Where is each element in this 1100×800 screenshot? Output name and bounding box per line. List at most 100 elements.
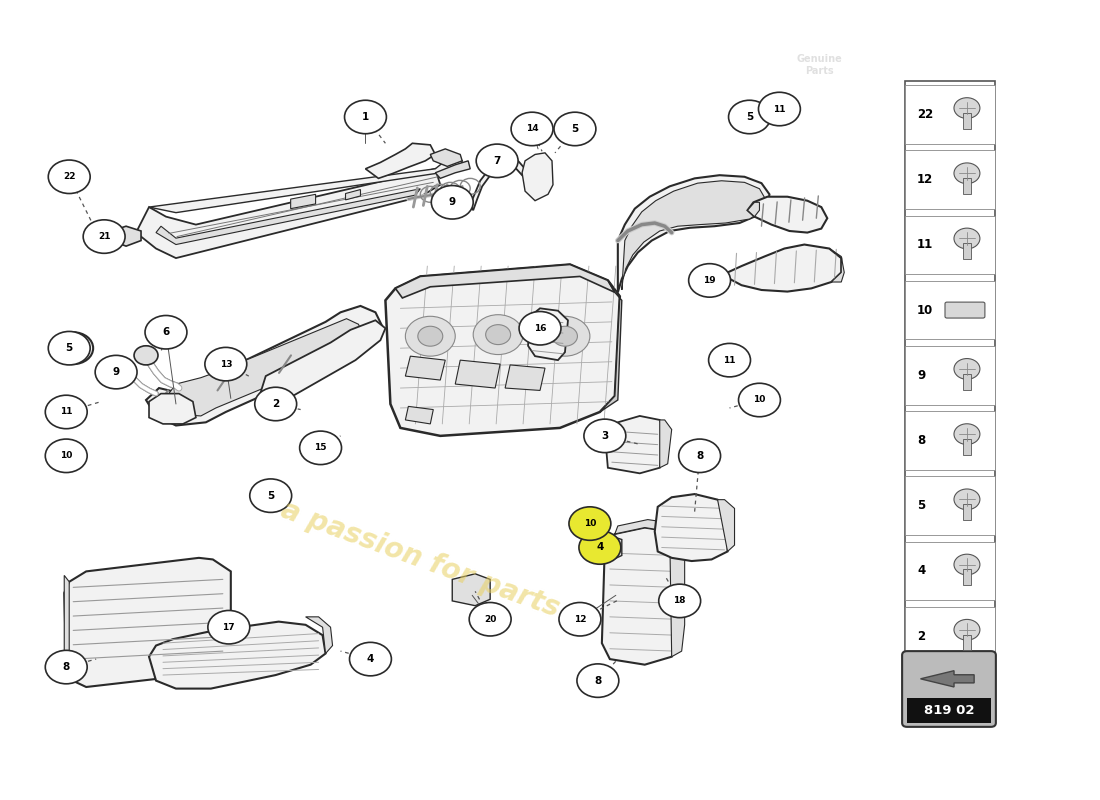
Text: 16: 16 [534,324,547,333]
Text: 9: 9 [449,198,455,207]
Circle shape [954,554,980,575]
Polygon shape [829,249,845,282]
Polygon shape [455,360,500,388]
Polygon shape [111,226,141,246]
Polygon shape [64,558,231,687]
Polygon shape [670,531,684,657]
Circle shape [470,602,512,636]
Polygon shape [600,281,621,412]
Circle shape [552,326,578,346]
Text: 5: 5 [267,490,274,501]
Text: 7: 7 [494,156,501,166]
Text: 5: 5 [66,343,73,353]
Bar [962,504,971,520]
Circle shape [418,326,443,346]
Polygon shape [621,181,766,290]
Circle shape [45,395,87,429]
Circle shape [954,424,980,445]
Text: 5: 5 [917,499,925,512]
Circle shape [134,346,158,365]
Polygon shape [605,416,664,474]
Circle shape [48,160,90,194]
Circle shape [954,163,980,184]
Text: Genuine
Parts: Genuine Parts [796,54,843,76]
Polygon shape [306,617,332,654]
Polygon shape [148,622,326,689]
Circle shape [473,314,524,354]
Text: 10: 10 [917,303,933,317]
Text: 5: 5 [571,124,579,134]
Polygon shape [146,306,383,426]
Text: 8: 8 [63,662,69,672]
Text: 9: 9 [112,367,120,377]
Text: 819 02: 819 02 [924,704,975,717]
Bar [905,281,994,339]
Polygon shape [727,245,842,291]
Bar [962,439,971,455]
Text: 10: 10 [60,451,73,460]
Text: 3: 3 [602,431,608,441]
Polygon shape [430,149,462,166]
Text: 8: 8 [696,451,703,461]
Circle shape [476,144,518,178]
Circle shape [738,383,780,417]
Polygon shape [385,265,619,436]
Bar [962,374,971,390]
Polygon shape [748,202,759,217]
Text: 11: 11 [773,105,785,114]
Circle shape [659,584,701,618]
Polygon shape [406,356,446,380]
Polygon shape [161,318,363,416]
Bar [908,698,991,723]
Polygon shape [436,161,470,178]
Circle shape [954,98,980,118]
Polygon shape [618,175,769,292]
Text: 10: 10 [754,395,766,405]
Circle shape [954,228,980,249]
Text: 22: 22 [917,108,933,121]
Polygon shape [136,169,440,258]
Polygon shape [148,394,196,424]
Polygon shape [602,527,682,665]
Circle shape [954,358,980,379]
Text: 6: 6 [163,327,169,338]
Bar [905,81,994,676]
Bar [905,85,994,144]
Circle shape [576,664,619,698]
Polygon shape [290,194,316,209]
Bar [962,243,971,259]
Circle shape [62,338,85,358]
Text: 13: 13 [220,360,232,369]
Polygon shape [261,320,385,400]
Bar [905,346,994,405]
Polygon shape [522,153,553,201]
Polygon shape [452,574,491,606]
Text: 9: 9 [917,369,925,382]
Polygon shape [598,535,622,561]
Text: 11: 11 [917,238,933,251]
Polygon shape [654,494,729,561]
Circle shape [519,311,561,345]
Circle shape [554,112,596,146]
Text: 1: 1 [362,112,370,122]
Text: 20: 20 [484,614,496,624]
Circle shape [208,610,250,644]
Polygon shape [717,500,735,551]
Circle shape [84,220,125,254]
Text: 15: 15 [315,443,327,452]
Text: 22: 22 [63,172,76,182]
Bar [962,634,971,650]
Circle shape [679,439,721,473]
Polygon shape [64,575,69,675]
Text: 4: 4 [366,654,374,664]
Bar [905,215,994,274]
Circle shape [45,439,87,473]
Bar [905,606,994,666]
Polygon shape [470,158,525,210]
Polygon shape [148,157,462,213]
Text: 8: 8 [917,434,925,447]
Text: 4: 4 [596,542,604,553]
Circle shape [540,316,590,356]
Bar [962,570,971,586]
Polygon shape [406,406,433,424]
